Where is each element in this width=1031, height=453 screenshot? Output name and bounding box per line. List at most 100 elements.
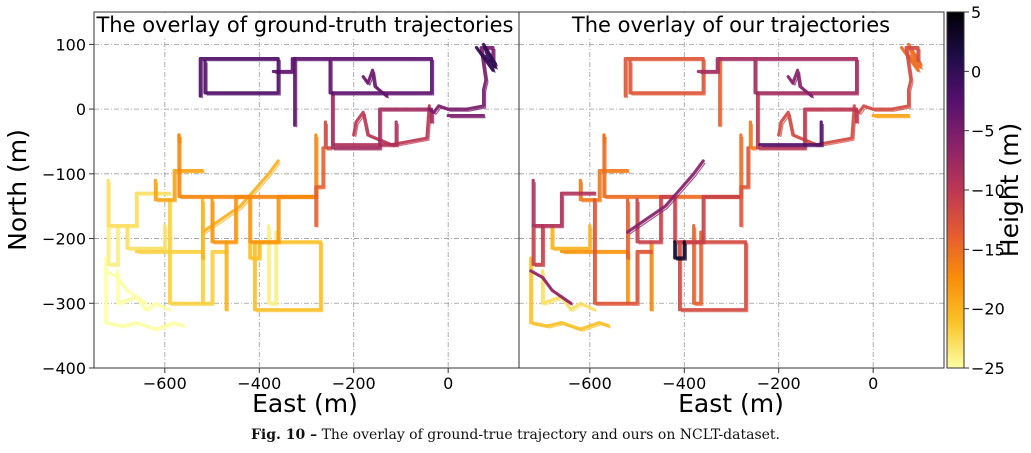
trajectory-line <box>125 224 167 250</box>
trajectory-line-parallel <box>256 243 324 313</box>
trajectory-line <box>253 240 323 312</box>
trajectory-line-parallel <box>676 243 687 261</box>
trajectory-line <box>352 104 431 147</box>
right-title-box <box>576 13 886 38</box>
trajectory-line <box>692 224 703 305</box>
right-x-ticks: −600 −400 −200 0 <box>568 368 878 393</box>
trajectory-line-parallel <box>326 124 333 151</box>
figure-canvas: The overlay of ground-truth trajectories… <box>3 3 1024 418</box>
trajectory-line-parallel <box>270 227 279 306</box>
trajectory-line-parallel <box>742 149 751 228</box>
colorbar-tick-label: −25 <box>971 359 1005 378</box>
trajectory-line-parallel <box>534 182 597 229</box>
right-x-axis-label: East (m) <box>678 389 784 418</box>
trajectory-line <box>531 178 597 228</box>
trajectory-line-parallel <box>543 272 597 313</box>
trajectory-line-parallel <box>595 201 654 306</box>
colorbar-ticks: 5 0 −5 −10 −15 −20 −25 <box>964 3 1005 378</box>
figure-caption: Fig. 10 – The overlay of ground-true tra… <box>0 427 1031 443</box>
trajectory-line-parallel <box>700 59 860 96</box>
trajectory-line <box>106 224 120 266</box>
x-tick-label: −400 <box>237 374 281 393</box>
trajectory-line-parallel <box>201 59 281 99</box>
x-tick-label: 0 <box>868 374 878 393</box>
trajectory-line-parallel <box>680 243 749 313</box>
trajectory-line-parallel <box>855 48 921 115</box>
y-tick-label: 100 <box>55 35 86 54</box>
left-title: The overlay of ground-truth trajectories <box>95 13 513 37</box>
colorbar-tick-label: −15 <box>971 240 1005 259</box>
x-tick-label: −200 <box>757 374 801 393</box>
trajectory-line-parallel <box>789 71 815 99</box>
left-y-axis-label: North (m) <box>3 129 32 251</box>
y-tick-label: −300 <box>42 294 86 313</box>
trajectory-line-parallel <box>109 227 121 267</box>
trajectory-line <box>739 146 750 228</box>
left-y-ticks: 100 0 −100 −200 −300 −400 <box>42 35 94 378</box>
trajectory-line <box>623 56 705 98</box>
trajectory-line <box>550 224 592 250</box>
colorbar-tick-label: 5 <box>971 3 981 22</box>
trajectory-line-parallel <box>171 201 229 306</box>
colorbar-tick-label: −5 <box>971 122 995 141</box>
trajectory-line-parallel <box>109 182 172 229</box>
trajectory-line-parallel <box>355 107 432 148</box>
trajectory-line <box>333 120 398 147</box>
x-tick-label: −400 <box>662 374 706 393</box>
trajectory-line <box>104 256 186 331</box>
trajectory-line-parallel <box>534 227 546 267</box>
left-title-box <box>102 13 508 38</box>
trajectory-line <box>271 56 434 95</box>
trajectory-line-parallel <box>478 45 498 73</box>
trajectory-line-parallel <box>251 243 262 261</box>
right-subplot: The overlay of our trajectories −600 −400… <box>518 11 945 418</box>
trajectory-line <box>673 240 686 260</box>
colorbar-ramp <box>946 11 965 369</box>
trajectory-line-parallel <box>629 162 706 235</box>
trajectory-line <box>758 120 823 147</box>
trajectory-line <box>198 56 280 98</box>
right-title: The overlay of our trajectories <box>571 13 890 37</box>
left-subplot: The overlay of ground-truth trajectories… <box>3 11 520 418</box>
trajectory-line-parallel <box>156 172 205 203</box>
trajectory-line <box>748 120 757 150</box>
caption-label: Fig. 10 – <box>250 427 318 443</box>
trajectory-line <box>177 133 318 199</box>
colorbar: 5 0 −5 −10 −15 −20 −25 Height (m) <box>946 3 1024 378</box>
trajectory-line-parallel <box>118 272 172 313</box>
y-tick-label: −400 <box>42 359 86 378</box>
y-tick-label: 0 <box>76 100 86 119</box>
trajectory-line-parallel <box>317 149 326 228</box>
trajectory-line <box>248 240 261 260</box>
trajectory-line-parallel <box>903 45 924 73</box>
trajectory-line-parallel <box>761 124 824 148</box>
trajectory-line-parallel <box>758 94 860 151</box>
y-tick-label: −200 <box>42 230 86 249</box>
colorbar-tick-label: 0 <box>971 62 981 81</box>
trajectory-line-parallel <box>107 272 149 306</box>
trajectory-line-parallel <box>107 260 186 332</box>
trajectory-line <box>529 256 611 331</box>
colorbar-tick-label: −20 <box>971 300 1005 319</box>
trajectory-line <box>592 198 653 305</box>
trajectory-line <box>625 159 705 234</box>
trajectory-line-parallel <box>695 227 704 306</box>
left-x-ticks: −600 −400 −200 0 <box>143 368 453 393</box>
trajectory-line <box>153 169 205 202</box>
colorbar-tick-label: −10 <box>971 181 1005 200</box>
x-tick-label: −600 <box>143 374 187 393</box>
trajectory-line <box>696 56 859 95</box>
y-tick-label: −100 <box>42 165 86 184</box>
trajectory-line-parallel <box>180 137 319 200</box>
trajectory-line <box>531 224 545 266</box>
x-tick-label: −200 <box>332 374 376 393</box>
trajectory-line <box>777 104 856 147</box>
right-plot-frame <box>518 11 945 369</box>
left-x-axis-label: East (m) <box>252 389 358 418</box>
left-trajectories <box>104 42 498 332</box>
caption-text: The overlay of ground-true trajectory an… <box>321 427 781 443</box>
trajectory-line <box>677 240 748 312</box>
trajectory-line <box>323 120 332 150</box>
x-tick-label: 0 <box>443 374 453 393</box>
trajectory-line-parallel <box>751 124 758 151</box>
